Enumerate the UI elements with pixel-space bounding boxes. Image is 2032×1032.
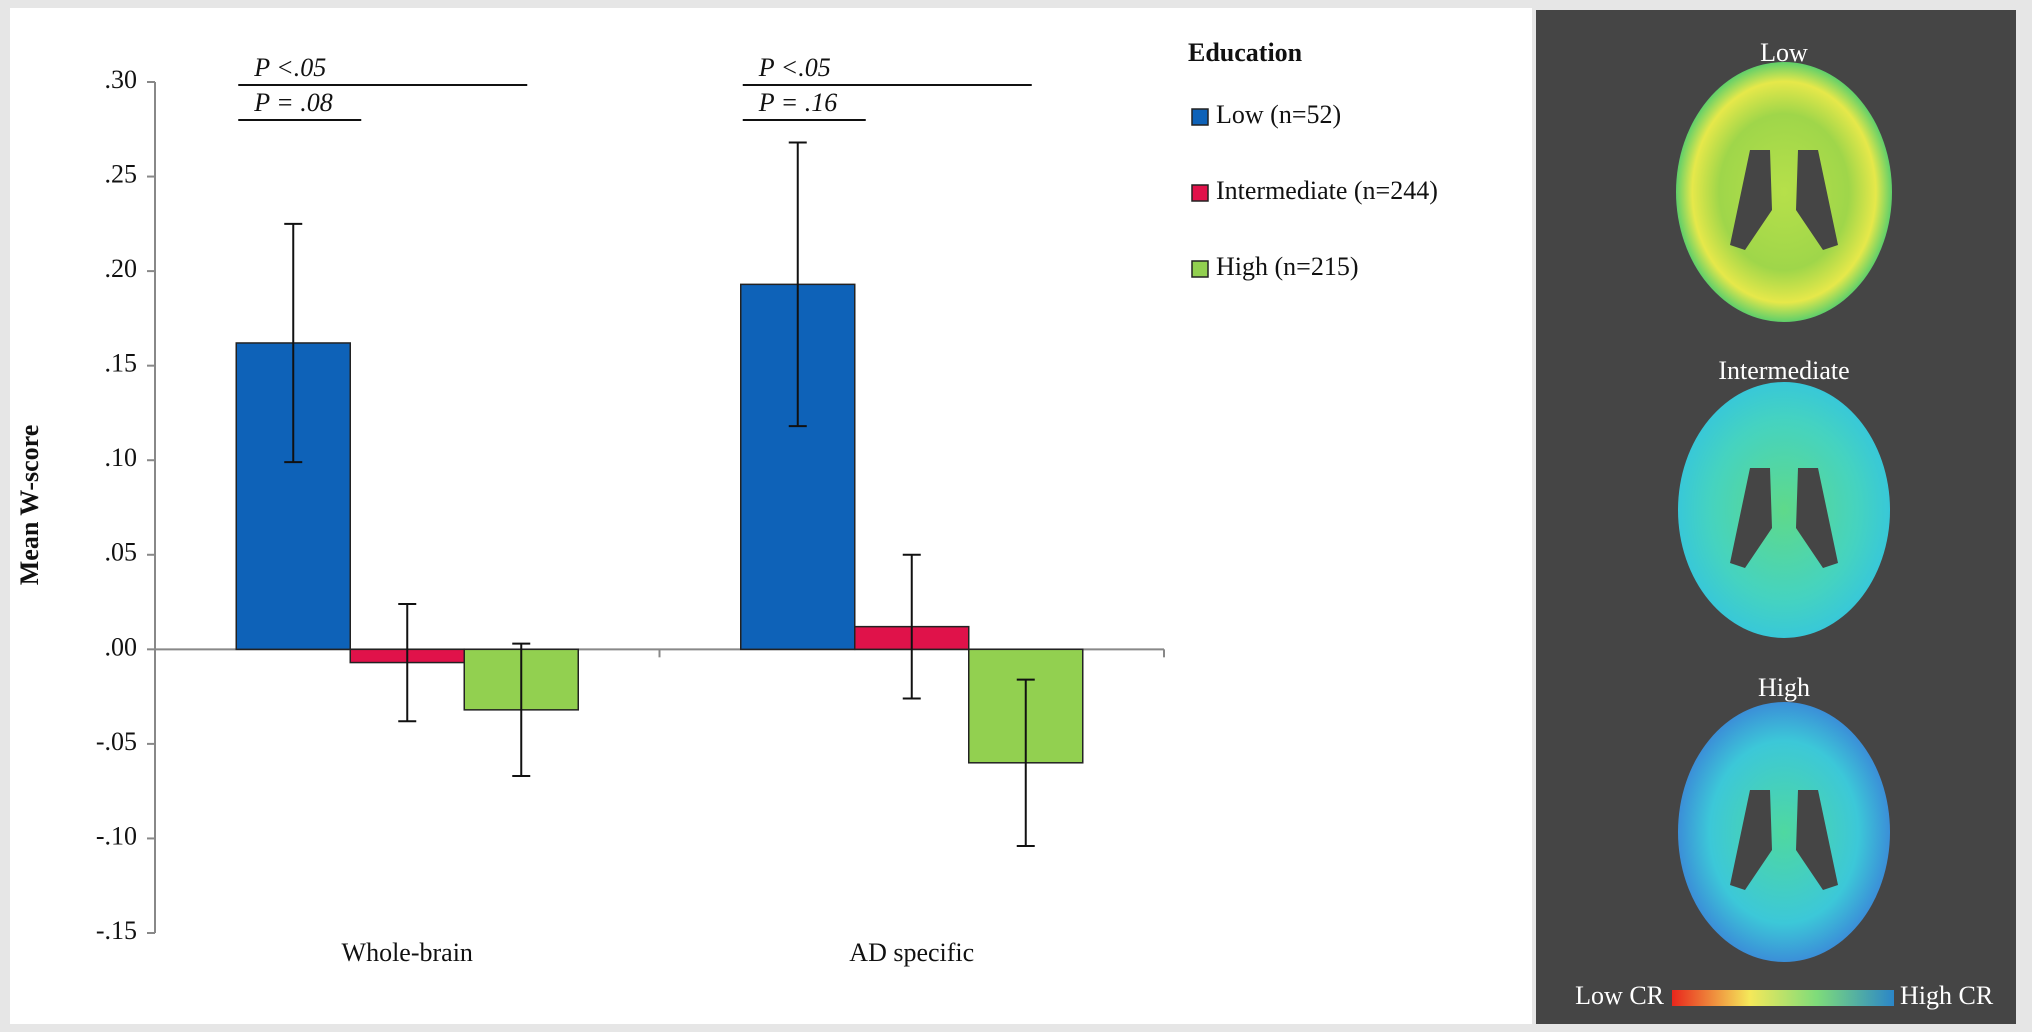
legend-label: Intermediate (n=244) bbox=[1216, 176, 1438, 205]
legend-swatch bbox=[1192, 109, 1208, 125]
x-tick-label: AD specific bbox=[849, 938, 974, 967]
legend-label: High (n=215) bbox=[1216, 252, 1358, 281]
y-axis-label: Mean W-score bbox=[15, 425, 44, 586]
legend-swatch bbox=[1192, 185, 1208, 201]
y-tick-label: .10 bbox=[105, 443, 138, 472]
brain-panel: Low Intermediate High Low CR High CR bbox=[1536, 10, 2016, 1024]
colorbar-label: High CR bbox=[1900, 981, 1994, 1010]
page: Mean W-score Education Low Intermediate … bbox=[0, 0, 2032, 1032]
y-tick-label: .15 bbox=[105, 349, 138, 378]
brain-image bbox=[1678, 382, 1890, 638]
y-tick-label: -.15 bbox=[96, 916, 137, 945]
legend-label: Low (n=52) bbox=[1216, 100, 1341, 129]
brain-image bbox=[1678, 702, 1890, 962]
y-tick-label: .30 bbox=[105, 65, 138, 94]
y-tick-label: .05 bbox=[105, 538, 138, 567]
legend-swatch bbox=[1192, 261, 1208, 277]
y-tick-label: -.05 bbox=[96, 727, 137, 756]
y-tick-label: -.10 bbox=[96, 821, 137, 850]
x-tick-label: Whole-brain bbox=[342, 938, 473, 967]
brain-image bbox=[1676, 62, 1892, 322]
brain-label: Intermediate bbox=[1718, 356, 1849, 385]
annotation: P = .16 bbox=[758, 88, 837, 117]
y-tick-label: .25 bbox=[105, 160, 138, 189]
y-tick-label: .00 bbox=[105, 632, 138, 661]
colorbar bbox=[1672, 990, 1894, 1006]
y-tick-label: .20 bbox=[105, 254, 138, 283]
annotation: P = .08 bbox=[253, 88, 332, 117]
colorbar-label: Low CR bbox=[1575, 981, 1665, 1010]
brain-label: High bbox=[1758, 673, 1810, 702]
legend-title: Education bbox=[1188, 38, 1303, 67]
annotation: P <.05 bbox=[758, 53, 831, 82]
annotation: P <.05 bbox=[253, 53, 326, 82]
